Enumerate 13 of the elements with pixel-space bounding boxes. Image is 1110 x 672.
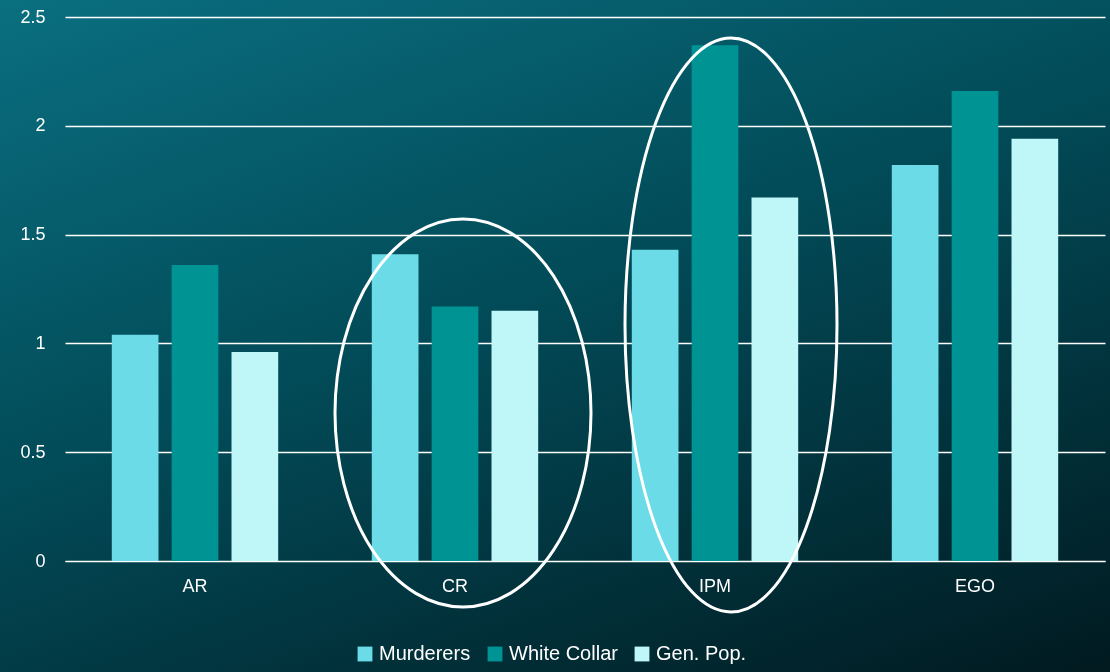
x-tick-label: AR	[182, 575, 208, 596]
x-tick-label: CR	[442, 575, 468, 596]
legend-label: Murderers	[379, 642, 471, 664]
x-tick-label: EGO	[954, 575, 996, 596]
x-tick-label: IPM	[698, 575, 732, 596]
legend-label: White Collar	[509, 642, 619, 664]
y-tick-label: 1	[35, 332, 46, 353]
y-tick-label: 0.5	[20, 441, 46, 462]
legend-label: Gen. Pop.	[656, 642, 747, 664]
y-tick-label: 2	[35, 115, 46, 136]
y-tick-label: 2.5	[20, 6, 46, 27]
y-tick-label: 1.5	[20, 224, 46, 245]
y-tick-label: 0	[35, 550, 46, 571]
